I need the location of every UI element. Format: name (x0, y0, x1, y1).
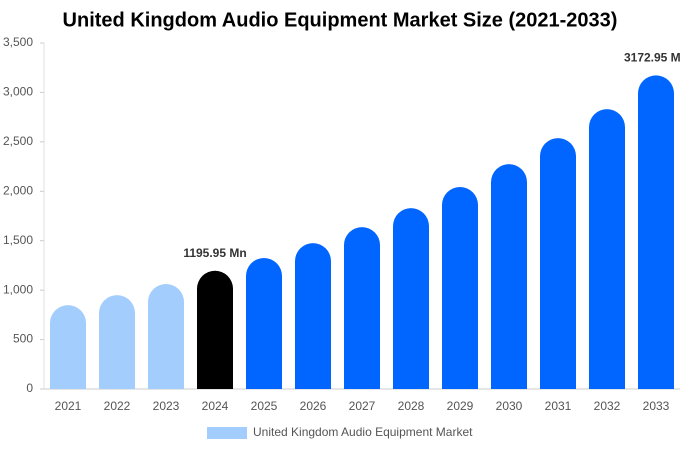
bar (148, 284, 184, 389)
bar (197, 270, 233, 389)
x-tick-label: 2027 (349, 399, 376, 413)
value-label: 3172.95 Mn (624, 51, 680, 65)
y-tick-label: 1,000 (3, 282, 33, 296)
legend-swatch (207, 427, 247, 439)
bar (491, 164, 527, 389)
bar (50, 305, 86, 389)
x-tick-label: 2029 (447, 399, 474, 413)
bar (99, 295, 135, 389)
bar (246, 258, 282, 389)
y-tick-label: 2,000 (3, 183, 33, 197)
bar (638, 75, 674, 389)
y-tick-label: 1,500 (3, 233, 33, 247)
x-tick-label: 2032 (594, 399, 621, 413)
x-tick-label: 2024 (202, 399, 229, 413)
x-tick-label: 2033 (643, 399, 670, 413)
x-tick-label: 2021 (55, 399, 82, 413)
chart-title: United Kingdom Audio Equipment Market Si… (63, 9, 618, 31)
value-label: 1195.95 Mn (183, 246, 246, 260)
bar (393, 208, 429, 389)
bar (589, 109, 625, 389)
bar (295, 243, 331, 389)
x-tick-label: 2025 (251, 399, 278, 413)
x-tick-label: 2031 (545, 399, 572, 413)
x-tick-label: 2030 (496, 399, 523, 413)
x-tick-label: 2026 (300, 399, 327, 413)
bar (442, 187, 478, 389)
x-tick-label: 2022 (104, 399, 131, 413)
x-tick-label: 2028 (398, 399, 425, 413)
x-tick-label: 2023 (153, 399, 180, 413)
bar (344, 227, 380, 389)
y-tick-label: 3,000 (3, 85, 33, 99)
y-tick-label: 2,500 (3, 134, 33, 148)
y-tick-label: 3,500 (3, 35, 33, 49)
y-tick-label: 500 (13, 332, 33, 346)
y-tick-label: 0 (26, 381, 33, 395)
bar (540, 138, 576, 389)
legend-label: United Kingdom Audio Equipment Market (253, 425, 473, 439)
